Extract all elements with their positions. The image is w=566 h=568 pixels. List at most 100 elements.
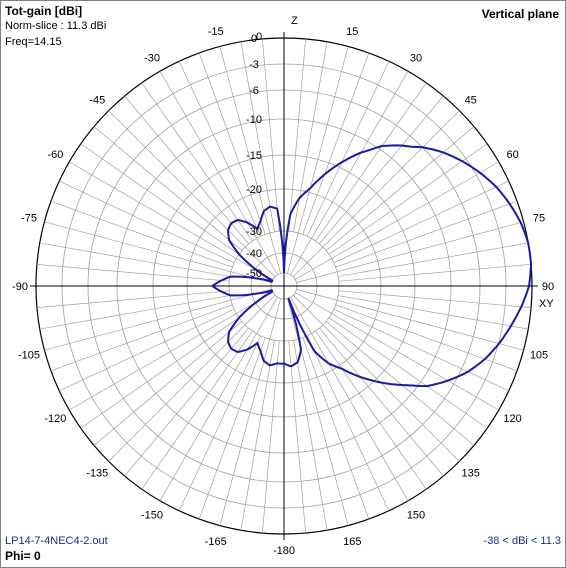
angle-label: -15: [208, 26, 224, 38]
angle-label: 90: [542, 281, 554, 293]
file-name: LP14-7-4NEC4-2.out: [5, 535, 108, 547]
grid-spoke: [240, 340, 275, 531]
ring-db-label: -40: [246, 248, 262, 260]
grid-spoke: [141, 330, 253, 490]
grid-spoke: [338, 242, 529, 277]
grid-spoke: [296, 289, 524, 351]
angle-label: -75: [21, 213, 37, 225]
grid-spoke: [159, 71, 278, 275]
grid-spoke: [36, 264, 230, 282]
grid-spoke: [315, 330, 427, 490]
grid-spoke: [198, 337, 266, 520]
angle-label: -135: [86, 468, 108, 480]
grid-spoke: [44, 289, 272, 351]
angle-label: -45: [89, 94, 105, 106]
grid-spoke: [292, 110, 460, 278]
ring-db-label: -6: [249, 85, 259, 97]
ring-labels: 0 -3 -6 -10 -15 -20 -30 -40 -50: [246, 33, 262, 280]
grid-spoke: [262, 38, 280, 232]
grid-spoke: [44, 221, 272, 283]
angle-label: 30: [410, 52, 422, 64]
plane-title: Vertical plane: [481, 7, 559, 21]
grid-spoke: [295, 161, 499, 280]
grid: [30, 32, 538, 540]
ring-db-label: -20: [246, 184, 262, 196]
norm-slice-text: Norm-slice : 11.3 dBi: [5, 20, 107, 32]
grid-spoke: [335, 200, 518, 268]
grid-spoke: [335, 304, 518, 372]
grid-spoke: [290, 297, 409, 501]
axis-label-xy: XY: [539, 298, 554, 310]
grid-spoke: [69, 292, 273, 411]
angle-label: 45: [465, 94, 477, 106]
grid-spoke: [50, 200, 233, 268]
grid-spoke: [319, 95, 444, 245]
grid-spoke: [262, 340, 280, 534]
grid-spoke: [36, 290, 230, 308]
angle-label: 165: [343, 536, 361, 548]
grid-spoke: [108, 294, 276, 462]
angle-label: 135: [462, 468, 480, 480]
ring-db-label: 0: [251, 33, 257, 45]
grid-spoke: [108, 110, 276, 278]
grid-spoke: [124, 327, 249, 477]
frequency-text: Freq=14.15: [5, 36, 62, 48]
pattern-layer: [210, 144, 533, 388]
grid-spoke: [80, 317, 240, 429]
angle-label: 60: [506, 149, 518, 161]
grid-spoke: [287, 46, 349, 274]
angle-label: -60: [47, 149, 63, 161]
grid-spoke: [59, 308, 235, 392]
angle-label: -165: [205, 536, 227, 548]
angle-label: 120: [503, 413, 521, 425]
grid-spoke: [295, 292, 499, 411]
grid-spoke: [288, 340, 306, 534]
grid-spoke: [315, 82, 427, 242]
grid-spoke: [178, 335, 262, 511]
grid-spoke: [69, 161, 273, 280]
ring-db-label: -30: [246, 226, 262, 238]
grid-spoke: [293, 41, 328, 232]
ring-db-label: -50: [246, 268, 262, 280]
grid-spoke: [240, 41, 275, 232]
angle-label: -30: [144, 52, 160, 64]
grid-spoke: [293, 340, 328, 531]
ring-db-label: -15: [246, 150, 262, 162]
grid-spoke: [333, 308, 509, 392]
grid-spoke: [124, 95, 249, 245]
angle-label: -150: [141, 510, 163, 522]
grid-spoke: [306, 335, 390, 511]
angle-label: -105: [18, 349, 40, 361]
grid-spoke: [325, 321, 475, 446]
grid-spoke: [328, 317, 488, 429]
grid-spoke: [290, 71, 409, 275]
grid-spoke: [302, 337, 370, 520]
grid-spoke: [39, 295, 230, 330]
grid-spoke: [306, 61, 390, 237]
grid-spoke: [328, 143, 488, 255]
grid-spoke: [39, 242, 230, 277]
grid-spoke: [59, 180, 235, 264]
angle-label: -120: [44, 413, 66, 425]
gain-title: Tot-gain [dBi]: [5, 4, 83, 18]
angle-label: -180: [273, 545, 295, 557]
angle-label: 75: [533, 213, 545, 225]
grid-spoke: [296, 221, 524, 283]
grid-spoke: [338, 295, 529, 330]
ring-db-label: -3: [249, 59, 259, 71]
grid-spoke: [292, 294, 460, 462]
angle-label: 15: [346, 26, 358, 38]
angle-label: -90: [12, 281, 28, 293]
grid-spoke: [178, 61, 262, 237]
angle-labels: 0 153045607590105120135150165-180-165-150…: [12, 26, 554, 557]
angle-label: 105: [530, 349, 548, 361]
grid-spoke: [93, 321, 243, 446]
grid-spoke: [319, 327, 444, 477]
grid-spoke: [338, 264, 532, 282]
grid-spoke: [338, 290, 532, 308]
phi-value: Phi= 0: [5, 549, 41, 563]
grid-spoke: [141, 82, 253, 242]
angle-label: 0: [256, 31, 262, 43]
